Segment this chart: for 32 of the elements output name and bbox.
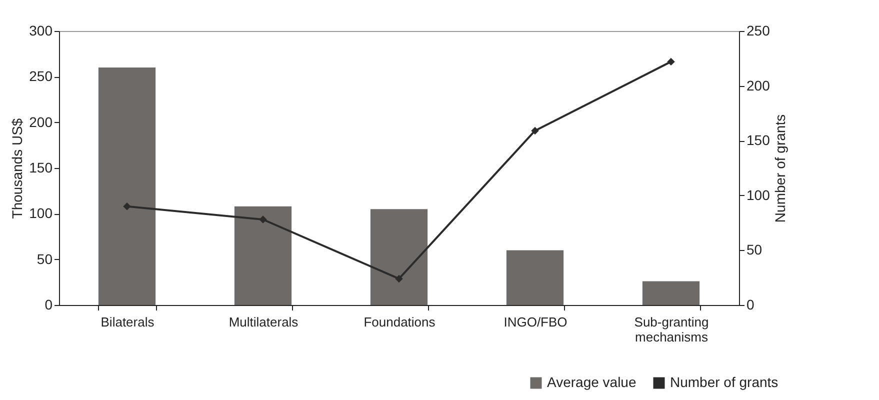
- point: [395, 274, 403, 283]
- point: [123, 202, 131, 210]
- y2-tick-label: 150: [746, 132, 770, 148]
- legend-label: Average value: [547, 374, 636, 390]
- point: [667, 58, 675, 66]
- x-tick-label: INGO/FBO: [504, 314, 568, 330]
- bar: [642, 281, 700, 305]
- y2-axis-title: Number of grants: [772, 114, 788, 223]
- bar: [506, 250, 564, 305]
- bar: [234, 206, 292, 305]
- legend-label: Number of grants: [670, 374, 778, 390]
- x-tick-label: Bilaterals: [100, 314, 155, 330]
- point: [531, 126, 539, 135]
- y2-tick-label: 50: [746, 242, 762, 258]
- bar: [98, 68, 156, 305]
- y2-tick-label: 0: [746, 296, 754, 312]
- y-tick-label: 100: [29, 205, 53, 222]
- y-tick-label: 150: [29, 160, 53, 176]
- y2-tick-label: 250: [746, 22, 770, 38]
- y-tick-label: 50: [36, 250, 53, 267]
- bar: [370, 209, 428, 305]
- x-tick-label: Foundations: [364, 314, 436, 330]
- point: [259, 216, 267, 224]
- x-tick-label: Sub-granting mechanisms: [634, 314, 709, 344]
- y2-tick-label: 200: [746, 77, 770, 94]
- y-axis-title: Thousands US$: [9, 118, 26, 219]
- x-tick-label: Multilaterals: [228, 314, 299, 330]
- y2-tick-label: 100: [746, 186, 770, 203]
- y-tick-label: 0: [44, 296, 53, 312]
- y-tick-label: 300: [29, 22, 53, 38]
- y-tick-label: 200: [29, 114, 53, 130]
- y-tick-label: 250: [29, 68, 53, 84]
